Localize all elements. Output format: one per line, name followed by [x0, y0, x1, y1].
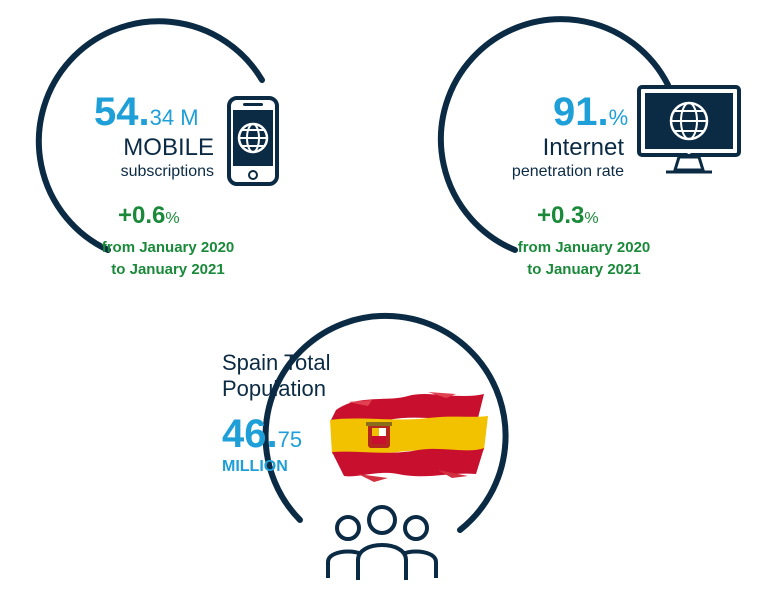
mobile-value-rest: 34 M [149, 105, 199, 130]
population-arc [262, 312, 509, 533]
smartphone-globe-icon [227, 96, 279, 186]
mobile-period-line2: to January 2021 [111, 261, 225, 278]
internet-period: from January 2020 to January 2021 [504, 237, 664, 281]
people-group-icon [326, 505, 438, 580]
internet-value-main: 91. [553, 90, 609, 134]
mobile-value: 54.34 M [94, 92, 199, 132]
mobile-change-unit: % [165, 210, 180, 227]
mobile-period-line1: from January 2020 [101, 239, 235, 256]
internet-value-rest: % [608, 105, 629, 130]
mobile-label-big: MOBILE [123, 134, 214, 161]
population-value-rest: 75 [277, 427, 303, 452]
mobile-period: from January 2020 to January 2021 [88, 237, 248, 281]
monitor-globe-icon [637, 85, 741, 174]
mobile-change-sign: + [118, 202, 133, 229]
internet-value: 91.% [553, 92, 628, 132]
population-value: 46.75 [222, 414, 302, 454]
internet-label-small: penetration rate [511, 163, 624, 180]
spain-flag-icon [330, 392, 488, 482]
population-value-main: 46. [222, 412, 278, 456]
internet-change-unit: % [584, 210, 599, 227]
internet-period-line2: to January 2021 [527, 261, 641, 278]
population-title-line1: Spain Total [222, 350, 331, 375]
population-unit: MILLION [222, 458, 288, 475]
mobile-change: +0.6% [118, 202, 180, 230]
internet-change: +0.3% [537, 202, 599, 230]
mobile-arc [35, 18, 265, 253]
internet-change-sign: + [537, 202, 552, 229]
internet-arc [437, 16, 671, 253]
mobile-change-value: 0.6 [132, 202, 166, 229]
mobile-label-small: subscriptions [120, 163, 214, 180]
internet-period-line1: from January 2020 [517, 239, 651, 256]
internet-change-value: 0.3 [551, 202, 585, 229]
internet-label-big: Internet [542, 134, 624, 161]
population-title-line2: Population [222, 376, 326, 401]
mobile-value-main: 54. [94, 90, 150, 134]
population-title: Spain Total Population [222, 350, 330, 402]
